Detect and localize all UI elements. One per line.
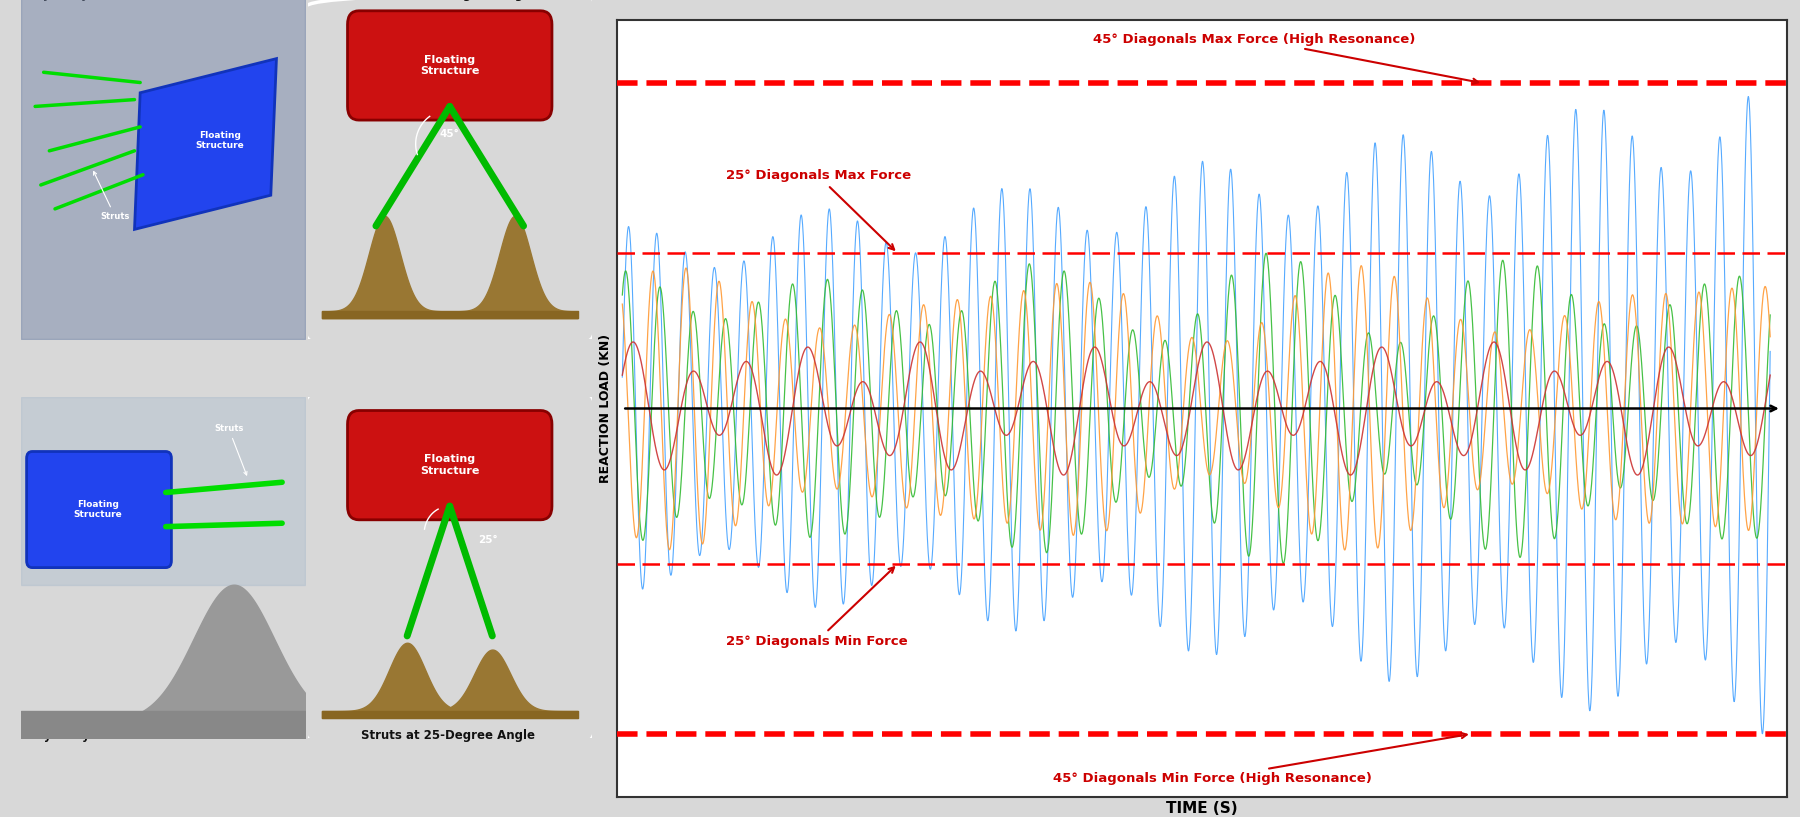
X-axis label: TIME (S): TIME (S) <box>1166 801 1238 815</box>
Text: Floating
Structure: Floating Structure <box>419 55 479 76</box>
Text: Hydrodynamic Model View from Below: Hydrodynamic Model View from Below <box>34 730 288 742</box>
Text: Hydrodynamic Model View from Above: Hydrodynamic Model View from Above <box>34 0 290 1</box>
Text: Struts: Struts <box>94 172 130 221</box>
Text: 25°: 25° <box>479 535 499 545</box>
Text: Struts at 25-Degree Angle: Struts at 25-Degree Angle <box>362 730 535 742</box>
FancyBboxPatch shape <box>347 11 553 120</box>
Text: 25° Diagonals Min Force: 25° Diagonals Min Force <box>725 567 907 648</box>
Text: Struts: Struts <box>214 424 247 475</box>
Text: 45° Diagonals Max Force (High Resonance): 45° Diagonals Max Force (High Resonance) <box>1093 33 1478 84</box>
Text: 45° Diagonals Min Force (High Resonance): 45° Diagonals Min Force (High Resonance) <box>1053 733 1467 785</box>
Polygon shape <box>135 59 277 230</box>
Text: Floating
Structure: Floating Structure <box>194 131 245 150</box>
Text: Struts at 45-Degree Angle: Struts at 45-Degree Angle <box>362 0 535 1</box>
Text: Floating
Structure: Floating Structure <box>74 500 122 520</box>
FancyBboxPatch shape <box>347 410 553 520</box>
Text: 45°: 45° <box>439 129 459 139</box>
FancyBboxPatch shape <box>27 452 171 568</box>
Text: 25° Diagonals Max Force: 25° Diagonals Max Force <box>725 169 911 250</box>
Text: Floating
Structure: Floating Structure <box>419 454 479 476</box>
Y-axis label: REACTION LOAD (KN): REACTION LOAD (KN) <box>599 334 612 483</box>
